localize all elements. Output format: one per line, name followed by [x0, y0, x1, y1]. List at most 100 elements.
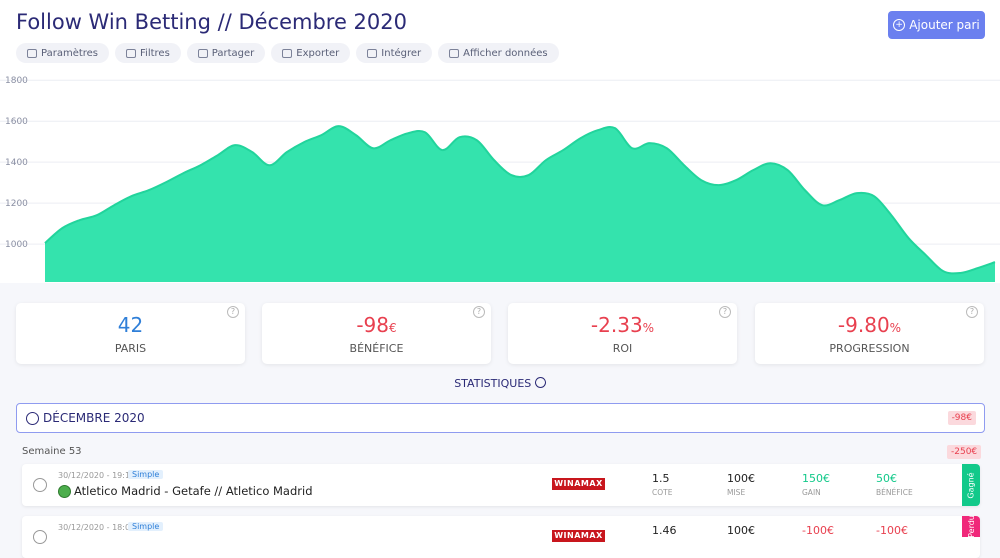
expand-icon[interactable]	[33, 478, 47, 492]
add-bet-label: Ajouter pari	[909, 18, 980, 32]
status-tag: Perdu	[962, 516, 980, 537]
toolbar-label: Afficher données	[463, 47, 548, 59]
stat-label: PROGRESSION	[829, 342, 910, 355]
status-text: Perdu	[966, 516, 976, 537]
statistics-link[interactable]: STATISTIQUES	[0, 377, 1000, 390]
gain-col: -100€	[802, 524, 834, 537]
status-text: Gagné	[966, 471, 976, 499]
toolbar-label: Exporter	[296, 47, 340, 59]
expand-icon[interactable]	[33, 530, 47, 544]
odds-col: 1.46	[652, 524, 677, 537]
help-icon[interactable]: ?	[473, 306, 485, 318]
stake-label: MISE	[727, 488, 746, 497]
toolbar-icon	[367, 48, 378, 58]
toolbar-label: Partager	[211, 47, 255, 59]
toolbar-icon	[126, 48, 137, 58]
toolbar-icon	[27, 48, 37, 58]
odds-col: 1.5 COTE	[652, 472, 672, 497]
stat-unit: %	[642, 321, 655, 335]
area-line	[44, 125, 996, 275]
stat-value: -98€	[262, 313, 491, 337]
chevron-icon	[26, 412, 39, 425]
stat-number: -2.33	[590, 313, 643, 337]
event-name: Atletico Madrid - Getafe // Atletico Mad…	[74, 484, 313, 498]
chart: 1000 1200 1400 1600 1800	[0, 76, 1000, 282]
stat-unit: %	[889, 321, 902, 335]
stake-col: 100€	[727, 524, 755, 537]
profit-col: -100€	[876, 524, 908, 537]
toolbar-label: Intégrer	[381, 47, 422, 59]
toolbar-button[interactable]: Filtres	[115, 43, 181, 63]
toolbar-label: Filtres	[140, 47, 170, 59]
toolbar-button[interactable]: Partager	[186, 43, 266, 63]
page-title: Follow Win Betting // Décembre 2020	[16, 10, 407, 34]
sport-icon	[58, 484, 71, 498]
add-bet-button[interactable]: + Ajouter pari	[888, 11, 985, 39]
status-tag: Gagné	[962, 464, 980, 506]
bookmaker-logo: WINAMAX	[552, 530, 605, 542]
bet-kind: Simple	[128, 522, 164, 531]
stat-number: -98	[356, 313, 390, 337]
week-total: -250€	[947, 445, 982, 459]
stat-card: ? -9.80% PROGRESSION	[755, 303, 984, 364]
y-tick-label: 1000	[5, 240, 28, 250]
help-icon[interactable]: ?	[227, 306, 239, 318]
month-title: DÉCEMBRE 2020	[43, 411, 145, 425]
gain-label: GAIN	[802, 488, 821, 497]
stat-value: 42	[16, 313, 245, 337]
bet-kind: Simple	[128, 470, 164, 479]
plus-icon: +	[893, 19, 906, 31]
toolbar-button[interactable]: Paramètres	[16, 43, 110, 63]
toolbar-icon	[449, 48, 460, 58]
statistics-label: STATISTIQUES	[454, 377, 532, 390]
area	[45, 126, 995, 282]
stat-label: PARIS	[114, 342, 147, 355]
toolbar-icon	[197, 48, 208, 58]
arrow-icon	[534, 377, 546, 388]
y-tick-label: 1400	[5, 158, 28, 168]
profit-label: BÉNÉFICE	[876, 488, 913, 497]
stake: 100€	[727, 524, 755, 537]
gain: 150€	[802, 472, 830, 485]
stake-col: 100€ MISE	[727, 472, 755, 497]
month-total: -98€	[947, 411, 976, 425]
toolbar-button[interactable]: Afficher données	[438, 43, 559, 63]
y-tick-label: 1200	[5, 199, 28, 209]
bet-row[interactable]: 30/12/2020 - 19:15 Simple Atletico Madri…	[22, 464, 980, 506]
stat-number: -9.80	[837, 313, 890, 337]
stat-card: ? -98€ BÉNÉFICE	[262, 303, 491, 364]
help-icon[interactable]: ?	[966, 306, 978, 318]
profit-col: 50€ BÉNÉFICE	[876, 472, 913, 497]
toolbar-button[interactable]: Intégrer	[356, 43, 433, 63]
page: Follow Win Betting // Décembre 2020 + Ajo…	[0, 10, 1000, 544]
help-icon[interactable]: ?	[719, 306, 731, 318]
bet-datetime: 30/12/2020 - 18:00	[58, 523, 136, 532]
profit: -100€	[876, 524, 908, 537]
stat-card: ? -2.33% ROI	[508, 303, 737, 364]
stat-unit: €	[389, 321, 397, 335]
toolbar: Paramètres Filtres Partager Exporter Intégre…	[16, 43, 559, 63]
stake: 100€	[727, 472, 755, 485]
odds-label: COTE	[652, 488, 673, 497]
stat-value: -9.80%	[755, 313, 984, 337]
odds: 1.46	[652, 524, 677, 537]
stat-number: 42	[117, 313, 144, 337]
odds: 1.5	[652, 472, 670, 485]
bet-event: Atletico Madrid - Getafe // Atletico Mad…	[58, 484, 313, 498]
bookmaker-logo: WINAMAX	[552, 478, 605, 490]
y-tick-label: 1800	[5, 76, 28, 86]
bet-row[interactable]: 30/12/2020 - 18:00 Simple WINAMAX 1.46 1…	[22, 516, 980, 558]
y-tick-label: 1600	[5, 117, 28, 127]
month-panel[interactable]: DÉCEMBRE 2020 -98€	[16, 403, 985, 433]
stat-label: ROI	[612, 342, 633, 355]
toolbar-button[interactable]: Exporter	[271, 43, 351, 63]
bet-datetime: 30/12/2020 - 19:15	[58, 471, 136, 480]
gain-col: 150€ GAIN	[802, 472, 830, 497]
header-area: Follow Win Betting // Décembre 2020 + Ajo…	[0, 10, 1000, 282]
profit: 50€	[876, 472, 897, 485]
stat-card: ? 42 PARIS	[16, 303, 245, 364]
gain: -100€	[802, 524, 834, 537]
toolbar-label: Paramètres	[41, 47, 99, 59]
week-title: Semaine 53	[22, 446, 82, 457]
stat-value: -2.33%	[508, 313, 737, 337]
